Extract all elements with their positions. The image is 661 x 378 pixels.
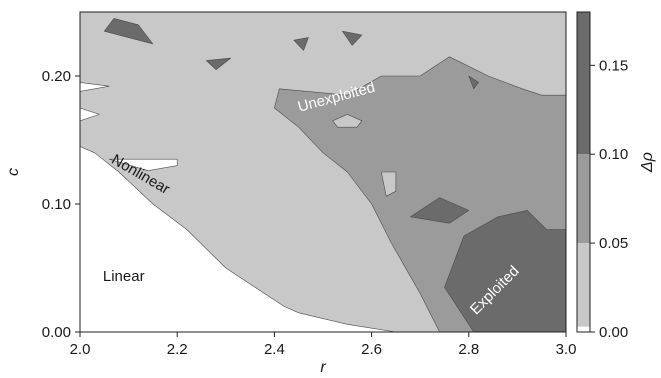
colorbar-tick-label: 0.10 — [599, 146, 628, 163]
colorbar-swatch — [577, 12, 590, 155]
nonlinear-notch — [108, 158, 178, 171]
dark-island — [293, 37, 309, 51]
dark-island — [104, 18, 154, 45]
dark-island — [468, 75, 479, 90]
colorbar-swatch — [577, 154, 590, 244]
x-axis-title: r — [320, 359, 326, 376]
colorbar-title: Δρ — [639, 152, 656, 173]
y-axis: 0.00 0.10 0.20 — [42, 68, 80, 341]
x-tick-label: 2.2 — [167, 341, 188, 358]
dark-island — [342, 30, 363, 46]
colorbar-frame — [576, 11, 591, 333]
x-tick-label: 2.4 — [264, 341, 285, 358]
nonlinear-notch — [80, 82, 110, 92]
plot-area — [80, 12, 566, 332]
region-label-linear: Linear — [103, 268, 145, 285]
nonlinear-notch — [80, 107, 100, 122]
dark-island — [206, 57, 231, 70]
light-island — [332, 114, 363, 128]
colorbar: 0.00 0.05 0.10 0.15 — [576, 11, 628, 341]
y-tick-label: 0.00 — [42, 324, 71, 341]
x-tick-label: 3.0 — [556, 341, 577, 358]
dark-island — [410, 197, 470, 224]
x-tick-label: 2.0 — [70, 341, 91, 358]
colorbar-tick-label: 0.05 — [599, 235, 628, 252]
plot-frame — [79, 11, 567, 333]
colorbar-swatch — [577, 243, 590, 327]
x-tick-label: 2.6 — [361, 341, 382, 358]
x-tick-label: 2.8 — [458, 341, 479, 358]
y-axis-title: c — [5, 168, 22, 176]
colorbar-swatch — [577, 326, 590, 332]
colorbar-tick-label: 0.00 — [599, 324, 628, 341]
y-tick-label: 0.10 — [42, 196, 71, 213]
y-tick-label: 0.20 — [42, 68, 71, 85]
x-axis: 2.0 2.2 2.4 2.6 2.8 3.0 — [70, 332, 577, 358]
exploited-region — [444, 210, 566, 332]
colorbar-tick-label: 0.15 — [599, 57, 628, 74]
light-island — [380, 171, 397, 197]
